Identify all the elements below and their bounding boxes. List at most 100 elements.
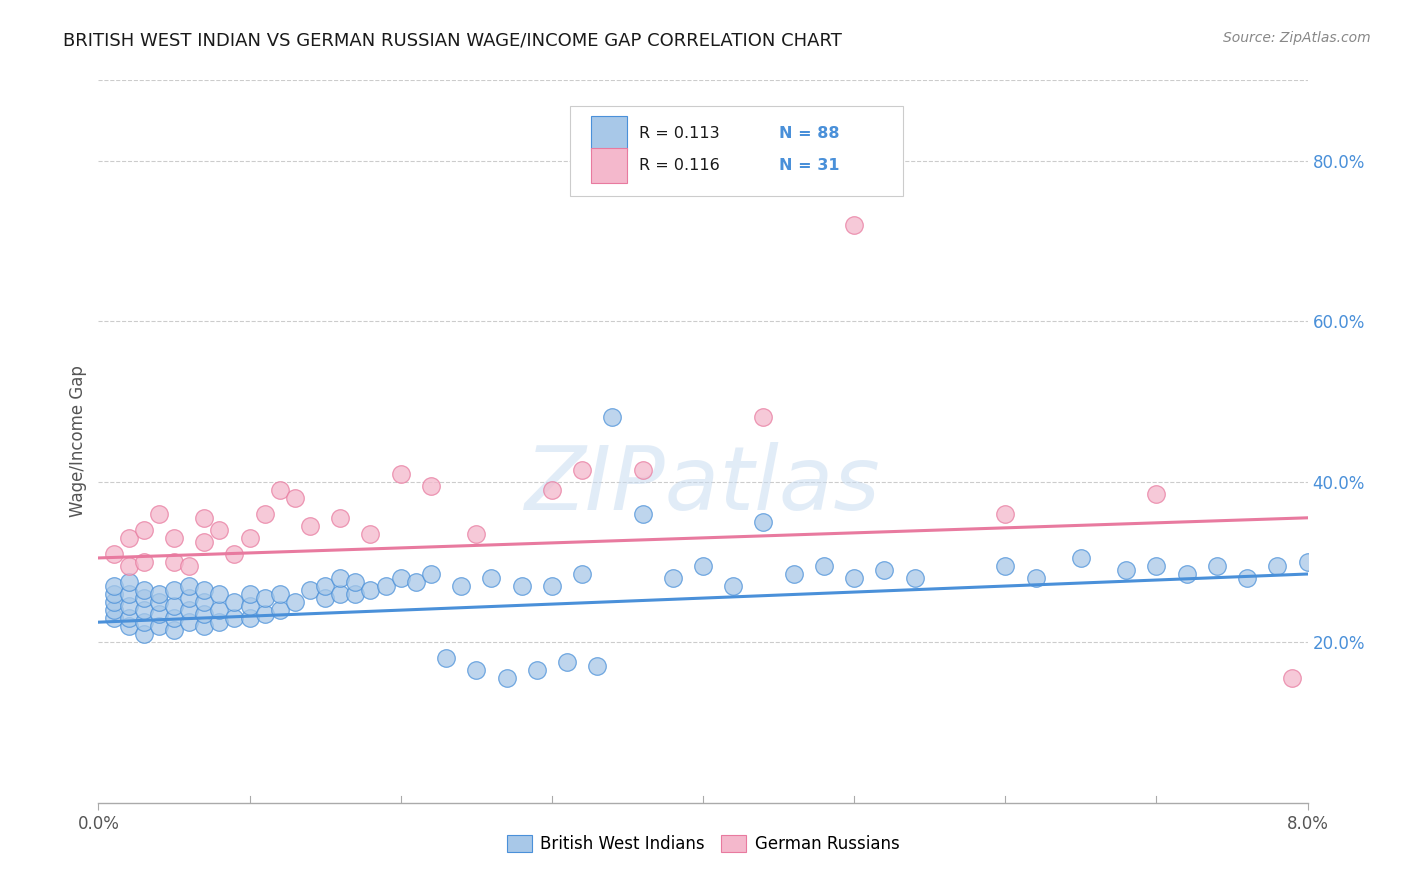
Point — [299, 583, 322, 598]
Point — [132, 523, 155, 537]
Point — [1206, 558, 1229, 574]
Bar — [591, 116, 627, 151]
Point — [118, 531, 141, 545]
Point — [299, 518, 322, 533]
Point — [269, 587, 291, 601]
Point — [132, 591, 155, 605]
Point — [179, 615, 201, 630]
Point — [329, 587, 352, 601]
Legend: British West Indians, German Russians: British West Indians, German Russians — [501, 828, 905, 860]
Y-axis label: Wage/Income Gap: Wage/Income Gap — [69, 366, 87, 517]
Point — [752, 410, 775, 425]
Point — [360, 583, 382, 598]
Point — [1070, 550, 1092, 566]
Point — [420, 478, 443, 492]
Text: ZIPatlas: ZIPatlas — [526, 442, 880, 528]
Point — [132, 583, 155, 598]
Point — [148, 607, 170, 621]
Point — [239, 611, 262, 625]
Point — [103, 595, 125, 609]
Point — [1175, 567, 1198, 582]
Point — [208, 523, 231, 537]
Point — [118, 611, 141, 625]
Point — [994, 507, 1017, 521]
Text: BRITISH WEST INDIAN VS GERMAN RUSSIAN WAGE/INCOME GAP CORRELATION CHART: BRITISH WEST INDIAN VS GERMAN RUSSIAN WA… — [63, 31, 842, 49]
Point — [193, 619, 215, 633]
Point — [360, 526, 382, 541]
Point — [1146, 558, 1168, 574]
Point — [193, 607, 215, 621]
Point — [555, 655, 578, 669]
Point — [253, 591, 276, 605]
Point — [103, 611, 125, 625]
Point — [103, 587, 125, 601]
Point — [208, 603, 231, 617]
Point — [269, 603, 291, 617]
Point — [631, 462, 654, 476]
Point — [148, 507, 170, 521]
Point — [510, 579, 533, 593]
Point — [344, 587, 367, 601]
Point — [284, 595, 307, 609]
Point — [224, 611, 246, 625]
Point — [844, 571, 866, 585]
Point — [118, 619, 141, 633]
Point — [179, 591, 201, 605]
Point — [179, 579, 201, 593]
Point — [253, 607, 276, 621]
Point — [1267, 558, 1289, 574]
Point — [602, 410, 624, 425]
Point — [329, 571, 352, 585]
Text: N = 31: N = 31 — [779, 158, 839, 173]
Point — [163, 555, 186, 569]
Point — [389, 571, 412, 585]
Point — [224, 595, 246, 609]
Point — [179, 603, 201, 617]
Point — [994, 558, 1017, 574]
Point — [314, 591, 336, 605]
Point — [873, 563, 896, 577]
Point — [1146, 486, 1168, 500]
Point — [132, 615, 155, 630]
Point — [844, 218, 866, 232]
Point — [1236, 571, 1258, 585]
Point — [723, 579, 745, 593]
Text: Source: ZipAtlas.com: Source: ZipAtlas.com — [1223, 31, 1371, 45]
Point — [571, 567, 593, 582]
Point — [904, 571, 927, 585]
Point — [118, 558, 141, 574]
Point — [481, 571, 503, 585]
Point — [540, 579, 562, 593]
Point — [526, 664, 548, 678]
Point — [314, 579, 336, 593]
Point — [239, 599, 262, 614]
Point — [118, 574, 141, 589]
Point — [284, 491, 307, 505]
Point — [813, 558, 835, 574]
Point — [344, 574, 367, 589]
Point — [692, 558, 714, 574]
Point — [1025, 571, 1047, 585]
Point — [163, 531, 186, 545]
Point — [103, 547, 125, 561]
Point — [329, 510, 352, 524]
Point — [1281, 671, 1303, 685]
Point — [103, 603, 125, 617]
Point — [586, 659, 609, 673]
Point — [179, 558, 201, 574]
Point — [253, 507, 276, 521]
Point — [571, 462, 593, 476]
Point — [118, 599, 141, 614]
Point — [420, 567, 443, 582]
Point — [103, 579, 125, 593]
Point — [193, 510, 215, 524]
Point — [239, 531, 262, 545]
Point — [631, 507, 654, 521]
Point — [193, 534, 215, 549]
Point — [661, 571, 683, 585]
Point — [208, 587, 231, 601]
Point — [783, 567, 806, 582]
Point — [450, 579, 472, 593]
Point — [148, 587, 170, 601]
Point — [1296, 555, 1319, 569]
